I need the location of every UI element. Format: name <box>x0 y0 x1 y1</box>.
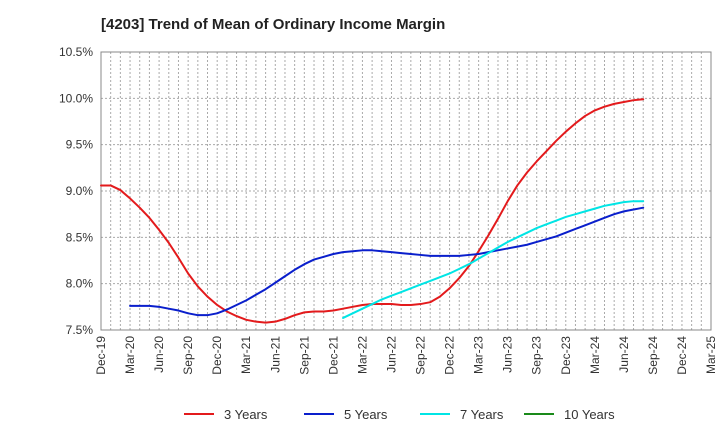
y-axis: 7.5% 8.0% 8.5% 9.0% 9.5% 10.0% 10.5% <box>59 45 93 337</box>
y-tick-label: 9.0% <box>66 184 94 198</box>
x-tick-label: Dec-24 <box>675 336 689 375</box>
y-tick-label: 10.0% <box>59 91 93 105</box>
grid <box>101 51 711 331</box>
y-tick-label: 9.5% <box>66 138 94 152</box>
x-tick-label: Jun-21 <box>268 336 282 373</box>
x-tick-label: Dec-20 <box>210 336 224 375</box>
x-tick-label: Sep-24 <box>646 336 660 375</box>
legend-label: 3 Years <box>224 407 268 422</box>
y-tick-label: 10.5% <box>59 45 93 59</box>
x-tick-label: Mar-20 <box>123 336 137 374</box>
plot-area <box>100 51 712 331</box>
legend-label: 5 Years <box>344 407 388 422</box>
x-tick-label: Dec-23 <box>559 336 573 375</box>
x-tick-label: Mar-25 <box>704 336 718 374</box>
legend: 3 Years 5 Years 7 Years 10 Years <box>184 407 615 422</box>
x-tick-label: Mar-22 <box>355 336 369 374</box>
x-tick-label: Sep-23 <box>530 336 544 375</box>
x-tick-label: Mar-23 <box>472 336 486 374</box>
x-tick-label: Dec-22 <box>443 336 457 375</box>
legend-label: 10 Years <box>564 407 615 422</box>
x-axis: Dec-19 Mar-20 Jun-20 Sep-20 Dec-20 Mar-21 Jun-… <box>94 336 718 375</box>
y-tick-label: 7.5% <box>66 323 94 337</box>
x-tick-label: Jun-22 <box>384 336 398 373</box>
series-lines <box>100 98 645 324</box>
x-tick-label: Jun-23 <box>501 336 515 373</box>
series-line <box>342 200 645 319</box>
x-tick-label: Dec-19 <box>94 336 108 375</box>
y-tick-label: 8.0% <box>66 277 94 291</box>
series-line <box>129 206 645 317</box>
x-tick-label: Mar-24 <box>588 336 602 374</box>
x-tick-label: Jun-24 <box>617 336 631 373</box>
chart-title: [4203] Trend of Mean of Ordinary Income … <box>101 16 446 33</box>
x-tick-label: Sep-22 <box>414 336 428 375</box>
legend-label: 7 Years <box>460 407 504 422</box>
x-tick-label: Jun-20 <box>152 336 166 373</box>
x-tick-label: Dec-21 <box>326 336 340 375</box>
y-tick-label: 8.5% <box>66 230 94 244</box>
x-tick-label: Sep-20 <box>181 336 195 375</box>
x-tick-label: Mar-21 <box>239 336 253 374</box>
x-tick-label: Sep-21 <box>297 336 311 375</box>
